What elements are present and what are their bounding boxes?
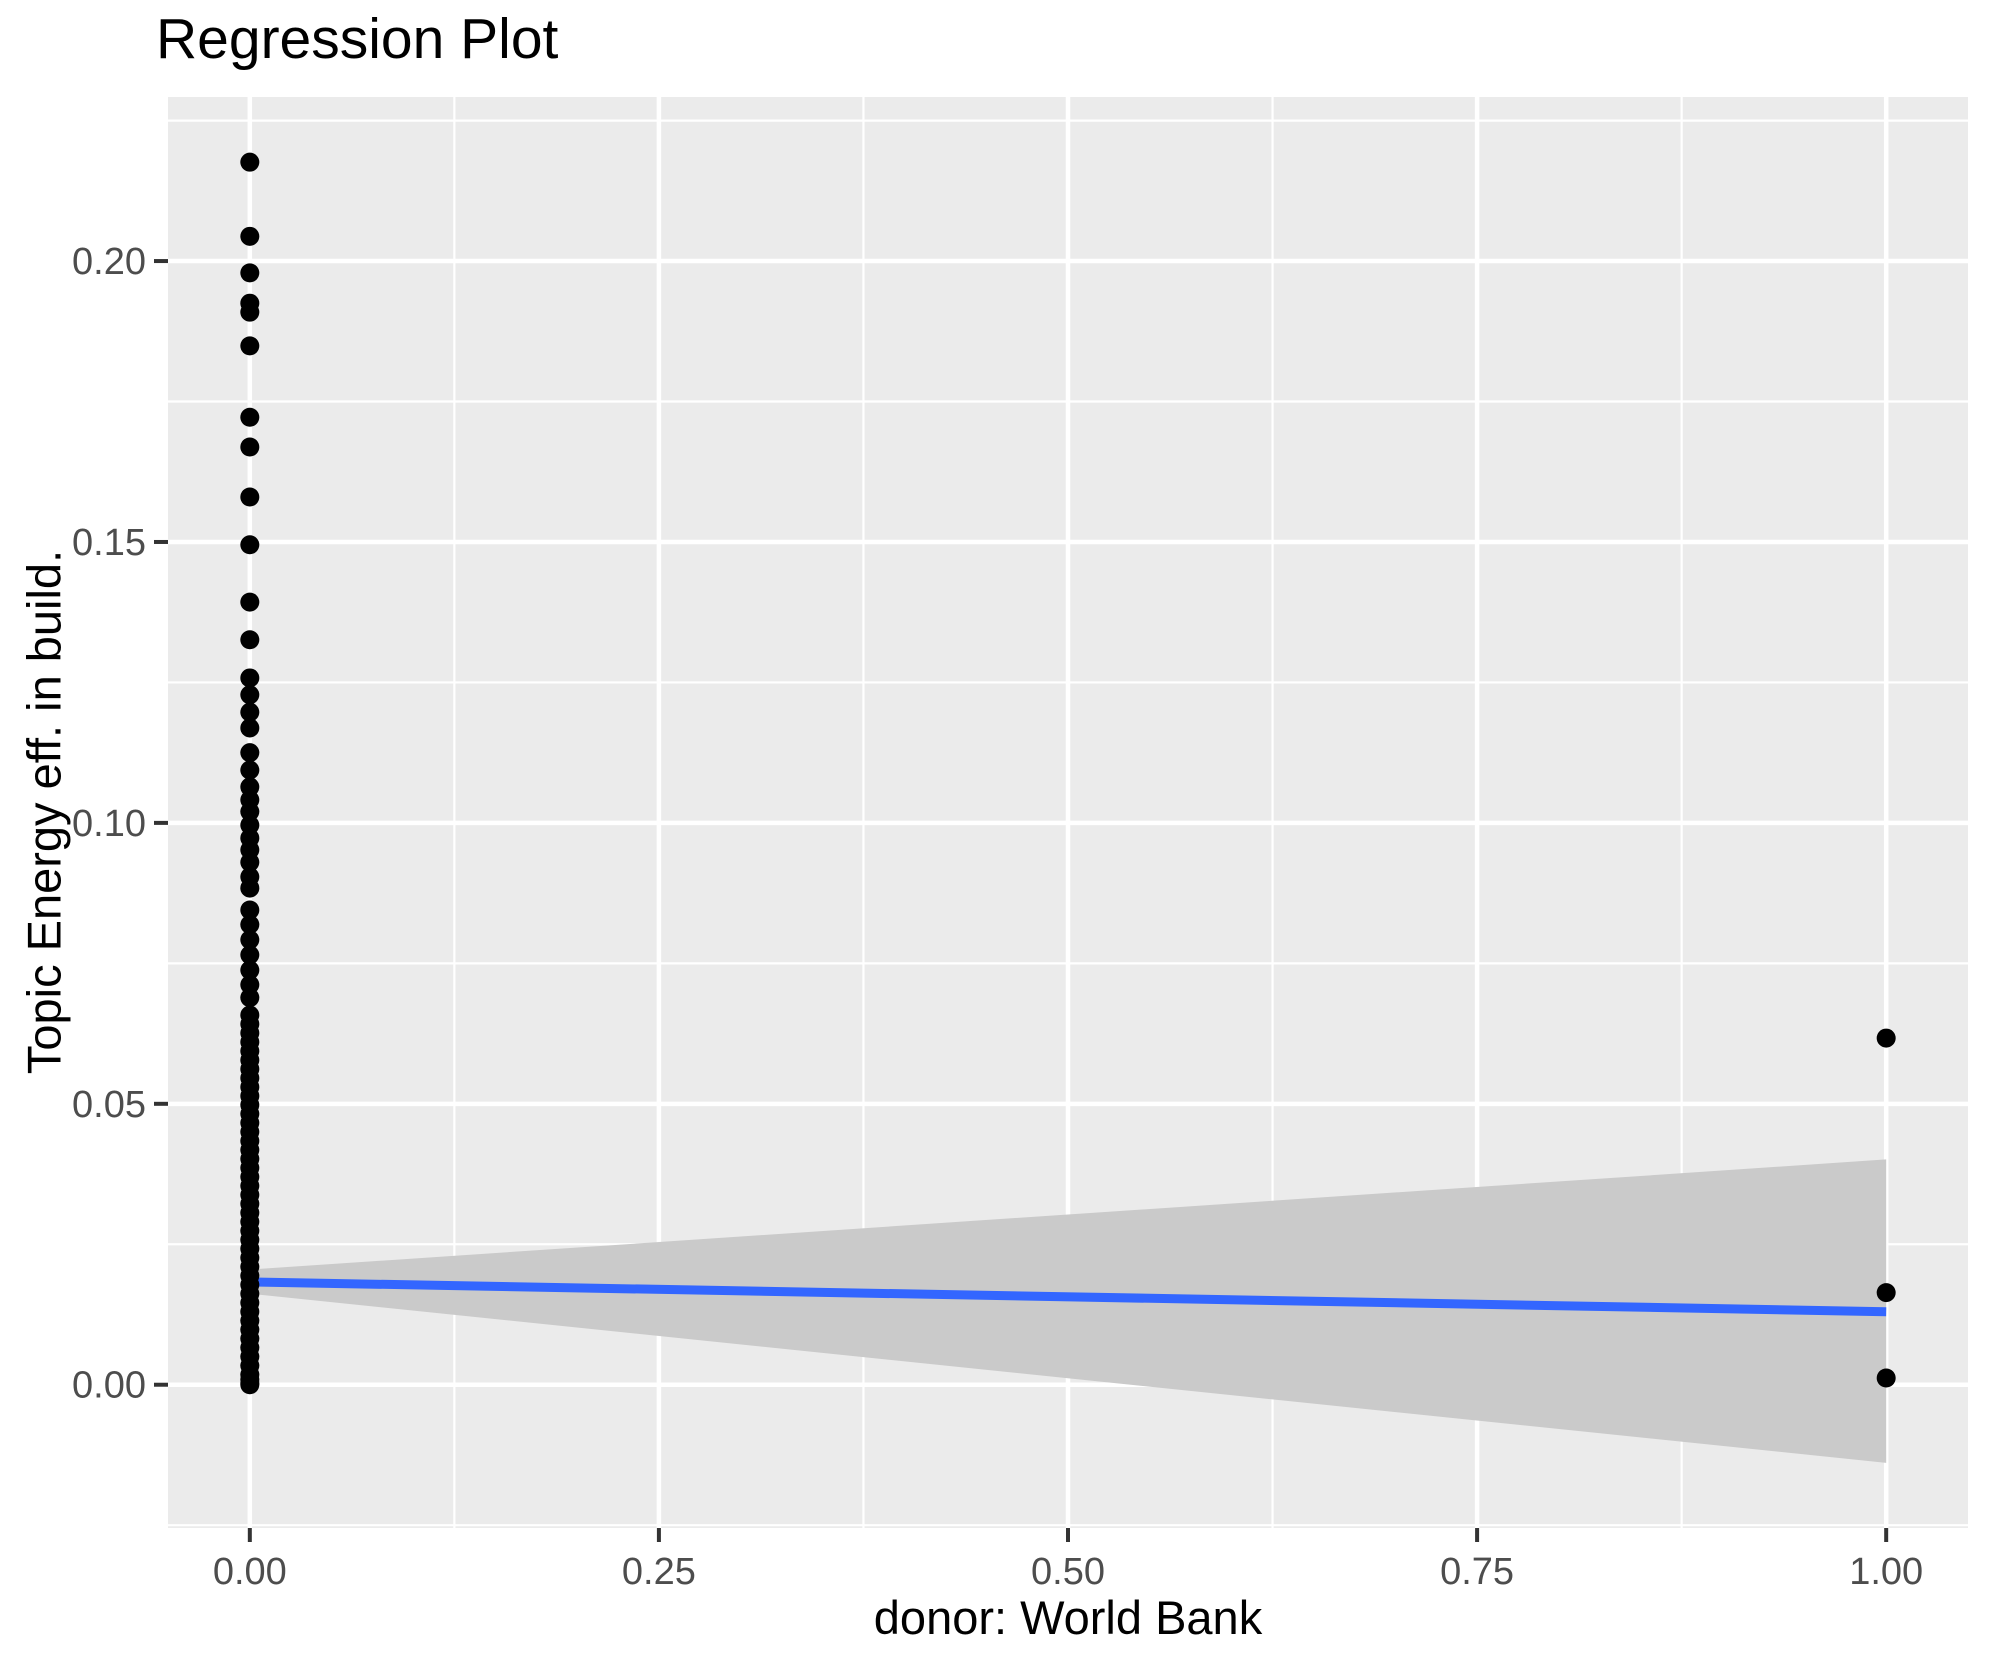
data-point: [240, 930, 260, 950]
data-point: [240, 152, 260, 172]
data-point: [240, 263, 260, 283]
data-point: [240, 802, 260, 822]
x-tick-label: 0.50: [1031, 1551, 1105, 1593]
x-tick-label: 0.75: [1440, 1551, 1514, 1593]
data-point: [240, 336, 260, 356]
data-point: [240, 760, 260, 780]
data-point: [240, 852, 260, 872]
data-point: [240, 407, 260, 427]
data-point: [240, 960, 260, 980]
x-tick-label: 1.00: [1849, 1551, 1923, 1593]
data-point: [240, 1375, 260, 1395]
confidence-band: [249, 1159, 1887, 1463]
y-tick-label: 0.05: [72, 1084, 146, 1126]
data-point: [240, 226, 260, 246]
data-point: [240, 535, 260, 555]
x-tick-label: 0.25: [622, 1551, 696, 1593]
y-tick-label: 0.00: [72, 1365, 146, 1407]
data-point: [240, 302, 260, 322]
regression-line: [249, 1277, 1887, 1317]
data-point: [240, 437, 260, 457]
x-axis-title: donor: World Bank: [873, 1591, 1263, 1644]
data-point: [240, 988, 260, 1008]
data-point: [240, 900, 260, 920]
data-point: [1876, 1368, 1896, 1388]
data-point: [1876, 1028, 1896, 1048]
data-point: [240, 743, 260, 763]
data-point: [240, 718, 260, 738]
y-tick-label: 0.20: [72, 241, 146, 283]
data-point: [240, 668, 260, 688]
data-point: [240, 915, 260, 935]
data-point: [240, 878, 260, 898]
data-point: [1876, 1283, 1896, 1303]
y-tick-label: 0.15: [72, 522, 146, 564]
y-tick-label: 0.10: [72, 803, 146, 845]
data-point: [240, 702, 260, 722]
data-point: [240, 592, 260, 612]
data-point: [240, 487, 260, 507]
data-point: [240, 685, 260, 705]
plot-title: Regression Plot: [156, 7, 559, 71]
data-point: [240, 630, 260, 650]
x-tick-label: 0.00: [213, 1551, 287, 1593]
y-axis-title: Topic Energy eff. in build.: [17, 549, 71, 1075]
data-point: [240, 945, 260, 965]
